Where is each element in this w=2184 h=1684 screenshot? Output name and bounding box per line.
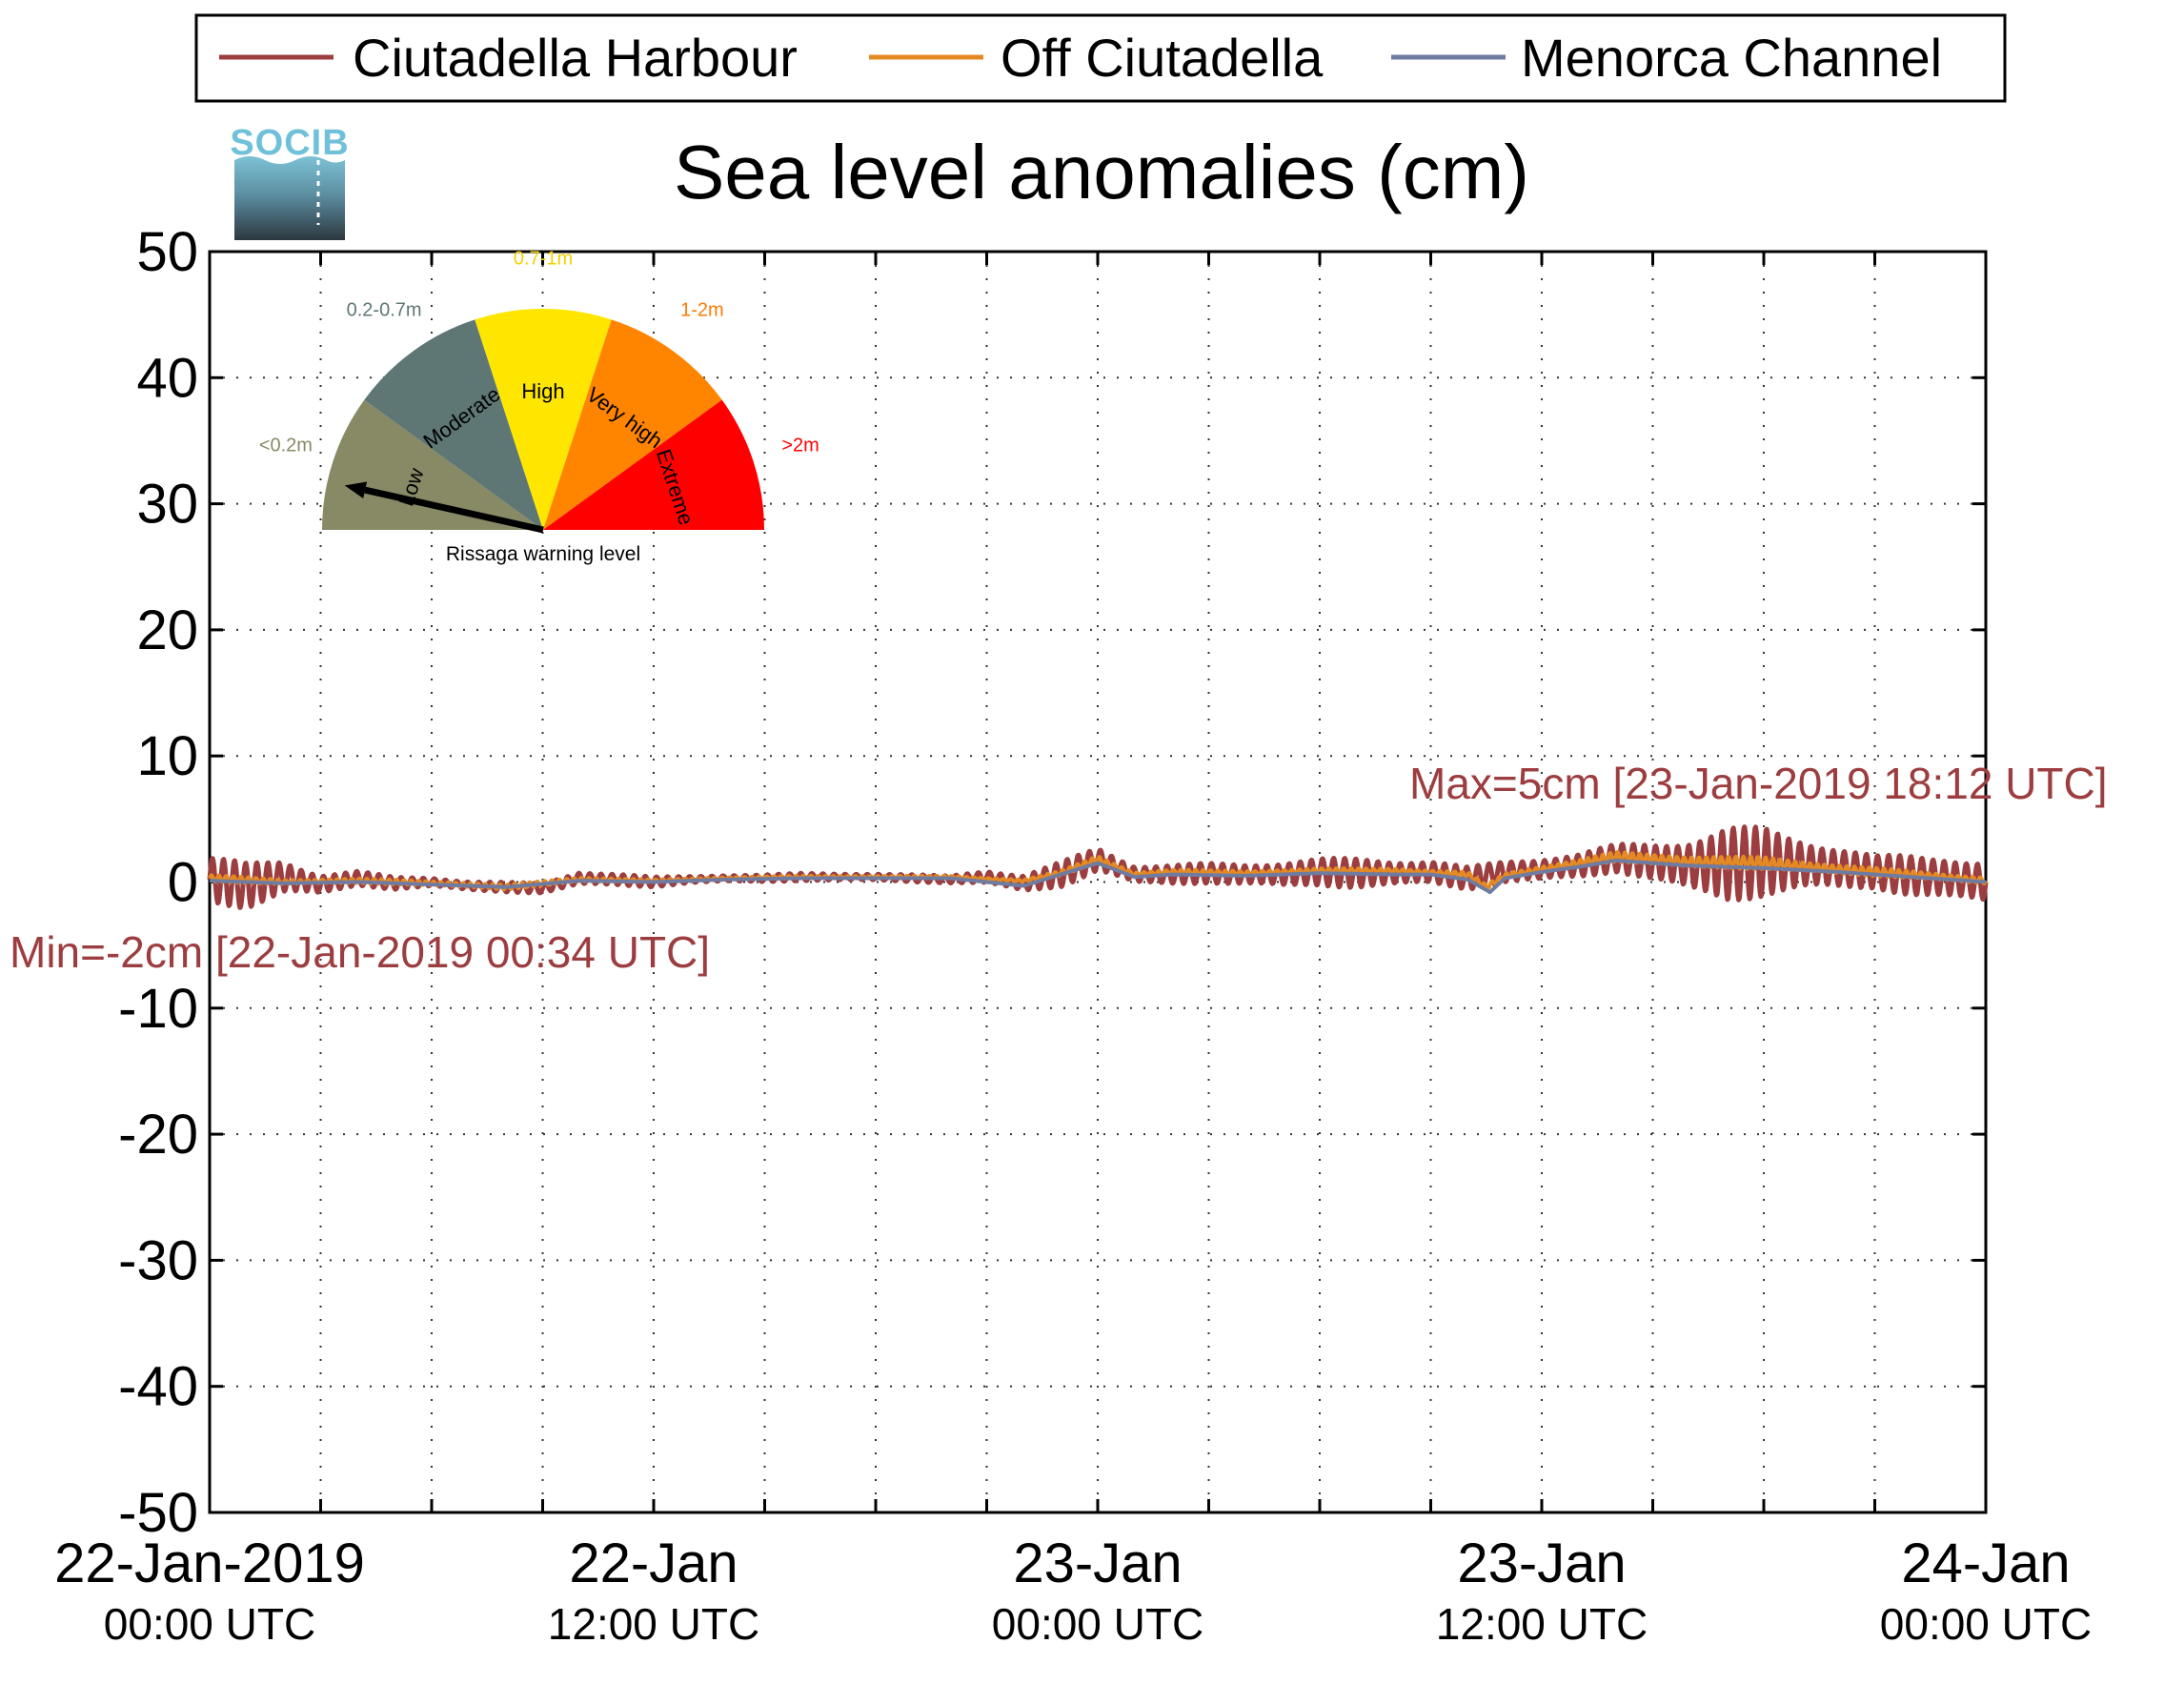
gauge-needle bbox=[364, 486, 544, 534]
x-tick-label-time: 12:00 UTC bbox=[1436, 1599, 1648, 1649]
gauge-sector-moderate bbox=[364, 319, 543, 530]
y-tick-label: 40 bbox=[136, 347, 198, 409]
gauge-range-moderate: 0.2-0.7m bbox=[347, 299, 422, 320]
legend-label-off-ciutadella: Off Ciutadella bbox=[1001, 28, 1324, 88]
x-tick-label-date: 23-Jan bbox=[1013, 1532, 1182, 1594]
socib-logo-text: SOCIB bbox=[230, 123, 349, 163]
min-annotation: Min=-2cm [22-Jan-2019 00:34 UTC] bbox=[10, 927, 710, 977]
gauge-range-extreme: >2m bbox=[781, 435, 819, 456]
x-tick-label-time: 00:00 UTC bbox=[104, 1599, 315, 1649]
y-tick-label: 30 bbox=[136, 474, 198, 536]
gauge-range-high: 0.7-1m bbox=[514, 248, 573, 269]
y-tick-label: 0 bbox=[168, 852, 198, 914]
y-tick-label: 10 bbox=[136, 725, 198, 787]
gauge-sector-extreme bbox=[543, 399, 764, 530]
legend: Ciutadella Harbour Off Ciutadella Menorc… bbox=[194, 13, 2007, 103]
x-tick-label-time: 00:00 UTC bbox=[1880, 1599, 2092, 1649]
gauge-range-very-high: 1-2m bbox=[680, 299, 724, 320]
legend-label-ciutadella-harbour: Ciutadella Harbour bbox=[353, 28, 798, 88]
chart-title: Sea level anomalies (cm) bbox=[674, 130, 1529, 214]
y-tick-label: -30 bbox=[118, 1229, 198, 1291]
gauge-sector-low bbox=[322, 399, 543, 530]
socib-logo: SOCIB bbox=[230, 123, 349, 240]
y-tick-label: 50 bbox=[136, 221, 198, 283]
y-tick-label: -10 bbox=[118, 978, 198, 1040]
gauge-sector-very-high bbox=[543, 319, 722, 530]
series-layer bbox=[207, 824, 1989, 910]
gauge-sector-high bbox=[475, 309, 612, 530]
gauge-title: Rissaga warning level bbox=[446, 543, 640, 565]
legend-box bbox=[194, 13, 2007, 103]
gauge-label-high: High bbox=[521, 379, 564, 403]
max-annotation: Max=5cm [23-Jan-2019 18:12 UTC] bbox=[1409, 759, 2108, 808]
x-tick-label-date: 23-Jan bbox=[1457, 1532, 1626, 1594]
gauge-range-low: <0.2m bbox=[259, 435, 313, 456]
y-tick-label: -20 bbox=[118, 1104, 198, 1166]
legend-label-menorca-channel: Menorca Channel bbox=[1521, 28, 1942, 88]
x-tick-label-date: 22-Jan bbox=[569, 1532, 738, 1594]
y-tick-label: 20 bbox=[136, 599, 198, 661]
y-tick-label: -50 bbox=[118, 1482, 198, 1544]
x-tick-label-time: 12:00 UTC bbox=[548, 1599, 759, 1649]
gauge-needle-arrowhead bbox=[344, 481, 368, 498]
x-tick-label-date: 22-Jan-2019 bbox=[54, 1532, 365, 1594]
x-tick-label-date: 24-Jan bbox=[1901, 1532, 2070, 1594]
series-line-menorca-channel bbox=[209, 859, 1987, 895]
y-tick-labels: 50 40 30 20 10 0 -10 -20 -30 -40 -50 bbox=[118, 221, 198, 1544]
y-tick-label: -40 bbox=[118, 1356, 198, 1418]
x-tick-label-time: 00:00 UTC bbox=[992, 1599, 1203, 1649]
gauge-sectors bbox=[322, 309, 764, 530]
socib-logo-wave bbox=[234, 156, 345, 240]
gauge-range-labels: <0.2m 0.2-0.7m 0.7-1m 1-2m >2m bbox=[259, 248, 819, 456]
